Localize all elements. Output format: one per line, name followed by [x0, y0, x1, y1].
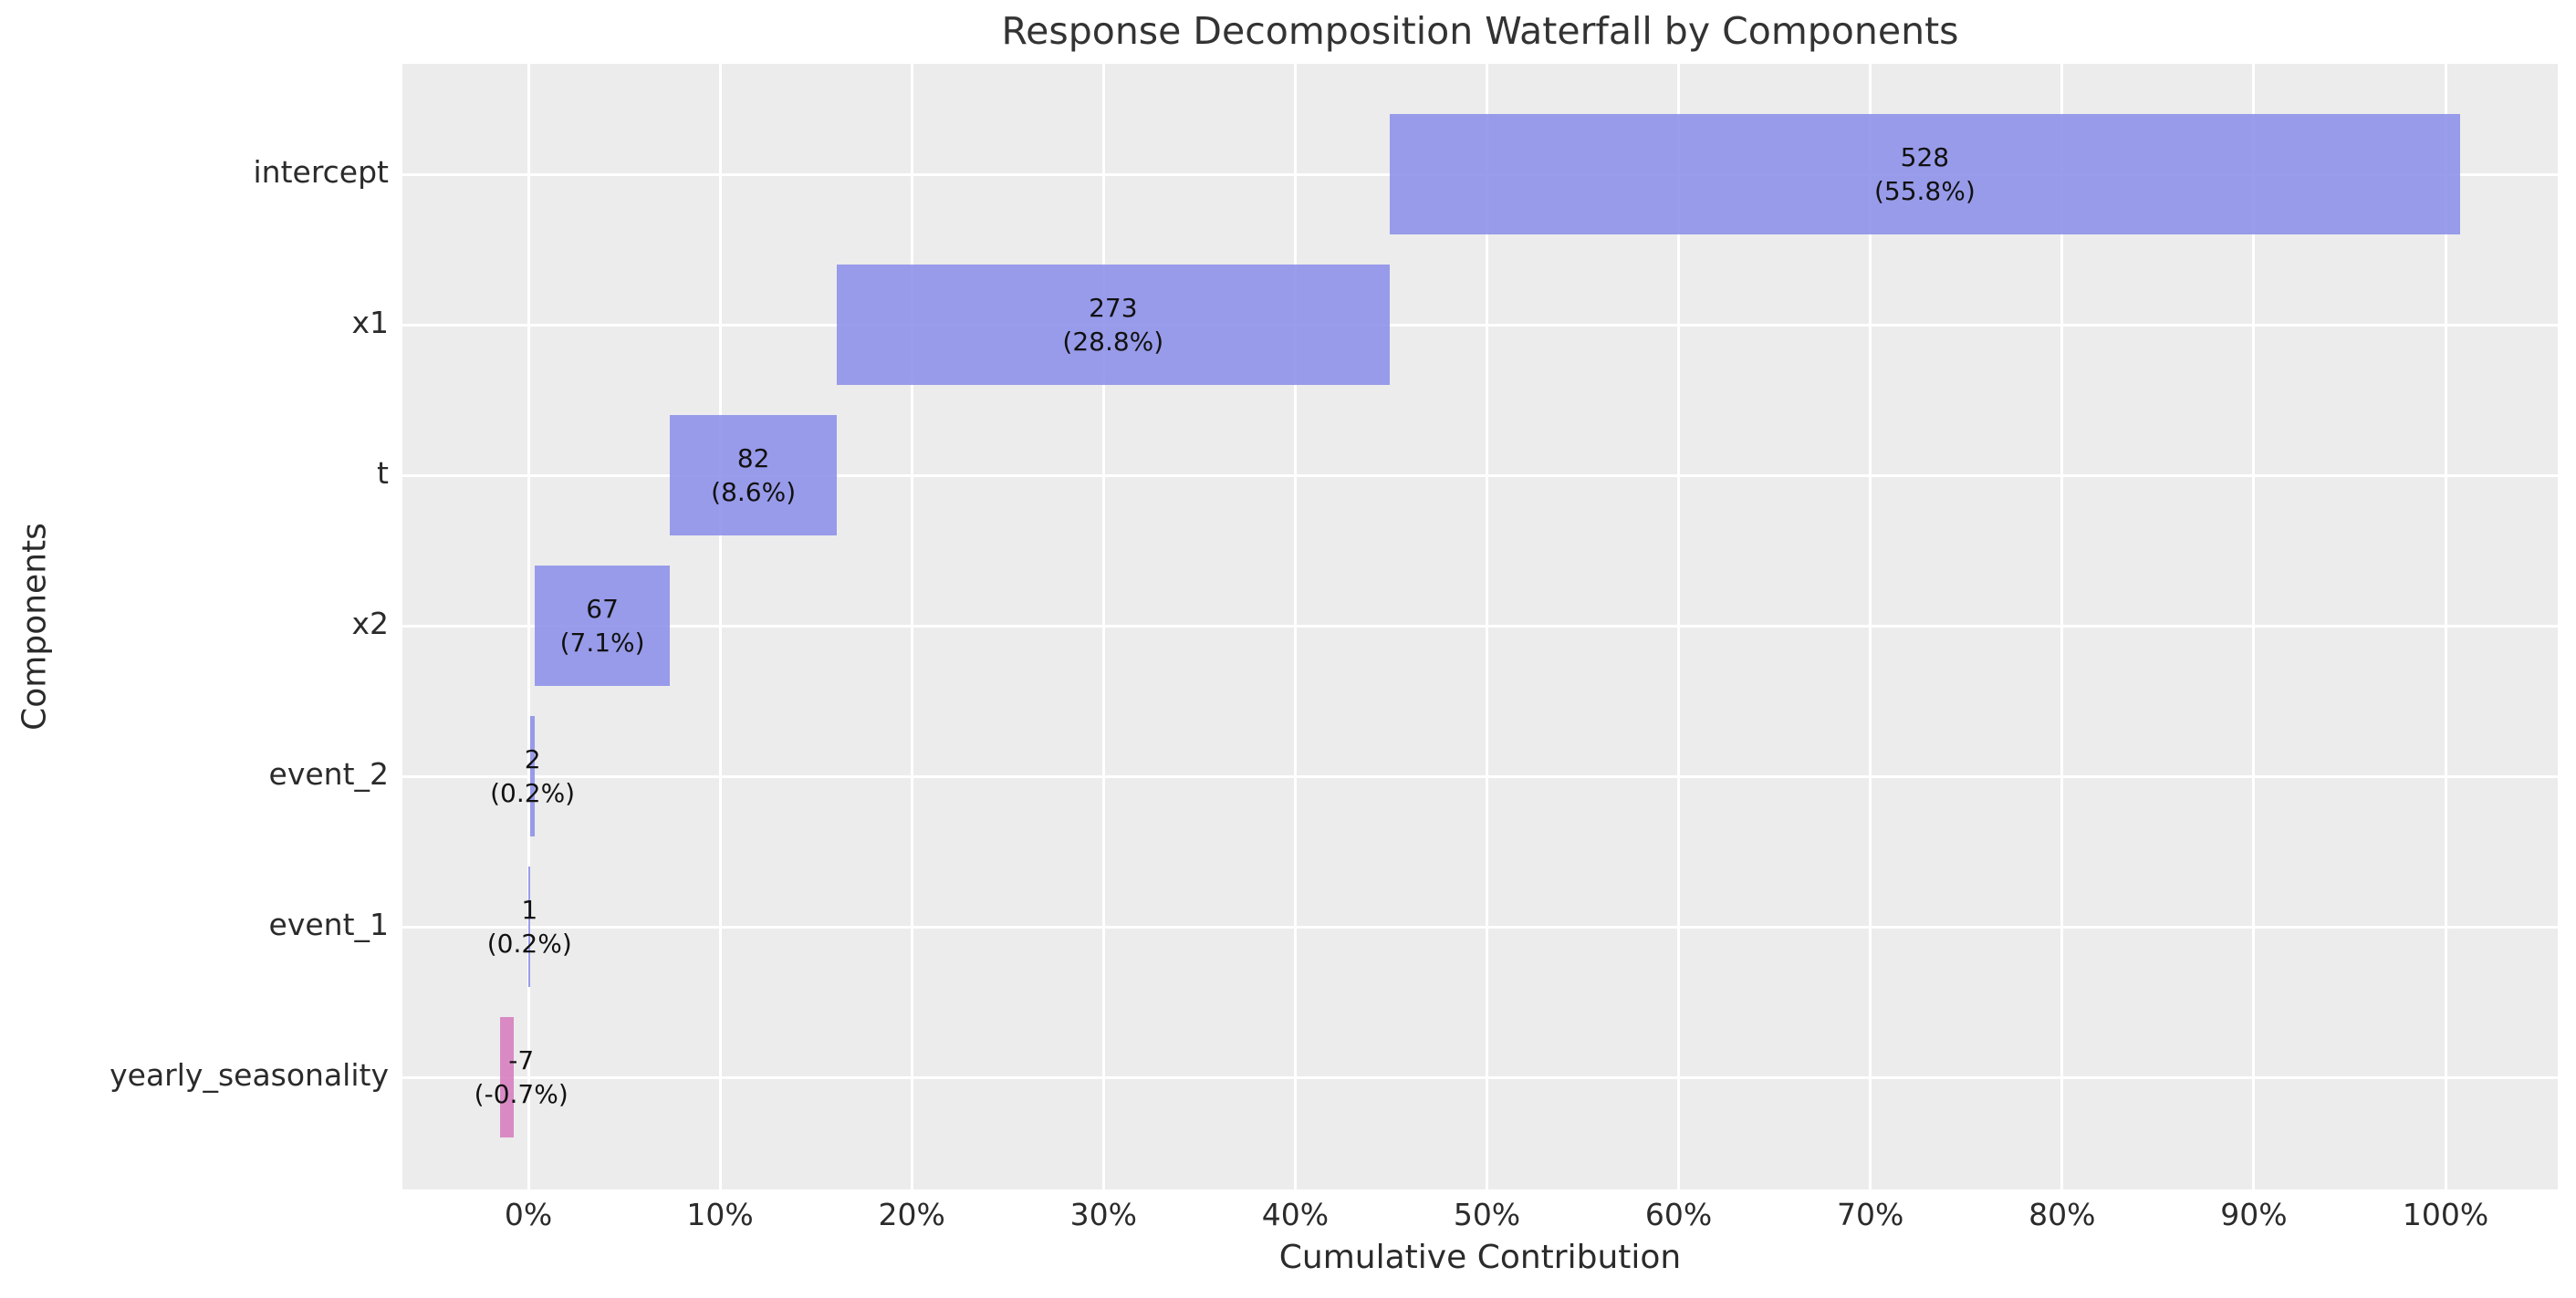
bar-yearly_seasonality: [499, 1017, 515, 1137]
gridline-y-event_1: [402, 925, 2558, 929]
bar-label-yearly_seasonality: -7 (-0.7%): [475, 1044, 568, 1111]
bar-x1: [836, 265, 1390, 385]
bar-label-event_1: 1 (0.2%): [487, 893, 572, 961]
xtick-20%: 20%: [878, 1197, 945, 1232]
xtick-30%: 30%: [1069, 1197, 1137, 1232]
bar-label-t: 82 (8.6%): [711, 441, 796, 509]
bar-label-value: -7: [508, 1045, 535, 1075]
bar-label-value: 1: [521, 895, 538, 925]
bar-label-intercept: 528 (55.8%): [1874, 140, 1976, 208]
bar-label-percentage: (-0.7%): [474, 1079, 568, 1109]
ytick-intercept: intercept: [253, 154, 390, 190]
ytick-yearly_seasonality: yearly_seasonality: [110, 1057, 389, 1093]
xtick-90%: 90%: [2220, 1197, 2288, 1232]
bar-intercept: [1389, 114, 2460, 234]
xtick-70%: 70%: [1837, 1197, 1904, 1232]
ytick-t: t: [377, 455, 389, 491]
xtick-50%: 50%: [1453, 1197, 1521, 1232]
xtick-100%: 100%: [2402, 1197, 2489, 1232]
bar-label-value: 67: [586, 594, 619, 624]
bar-label-event_2: 2 (0.2%): [490, 742, 575, 810]
bar-event_1: [528, 867, 531, 987]
chart-title: Response Decomposition Waterfall by Comp…: [1001, 9, 1959, 53]
xtick-10%: 10%: [686, 1197, 754, 1232]
ytick-x1: x1: [351, 305, 389, 340]
gridline-y-x1: [402, 323, 2558, 327]
bar-label-value: 528: [1900, 142, 1950, 172]
xtick-80%: 80%: [2028, 1197, 2096, 1232]
bar-t: [670, 415, 837, 535]
gridline-y-event_2: [402, 774, 2558, 778]
bar-x2: [534, 566, 671, 686]
xtick-60%: 60%: [1644, 1197, 1713, 1232]
x-axis-label: Cumulative Contribution: [1278, 1239, 1682, 1276]
gridline-y-x2: [402, 624, 2558, 628]
bar-label-value: 273: [1089, 293, 1138, 323]
ytick-x2: x2: [351, 606, 389, 641]
y-axis-label: Components: [16, 523, 54, 731]
gridline-y-yearly_seasonality: [402, 1075, 2558, 1079]
plot-area: 528 (55.8%) 273 (28.8%) 82 (8.6%) 67 (7.1%) 2 (0.…: [402, 64, 2558, 1189]
bar-label-percentage: (8.6%): [711, 477, 797, 507]
ytick-event_1: event_1: [268, 907, 389, 942]
ytick-event_2: event_2: [268, 756, 389, 792]
bar-label-x2: 67 (7.1%): [560, 592, 645, 659]
bar-label-percentage: (0.2%): [486, 929, 572, 959]
bar-label-percentage: (55.8%): [1873, 176, 1976, 206]
xtick-40%: 40%: [1261, 1197, 1330, 1232]
bar-label-x1: 273 (28.8%): [1062, 291, 1163, 358]
bar-label-percentage: (28.8%): [1062, 327, 1164, 357]
bar-label-value: 82: [736, 443, 770, 473]
xtick-0%: 0%: [504, 1197, 553, 1232]
bar-label-percentage: (0.2%): [490, 778, 576, 808]
bar-label-percentage: (7.1%): [559, 628, 645, 658]
bar-label-value: 2: [524, 744, 541, 774]
gridline-y-t: [402, 473, 2558, 477]
bar-event_2: [530, 716, 535, 836]
